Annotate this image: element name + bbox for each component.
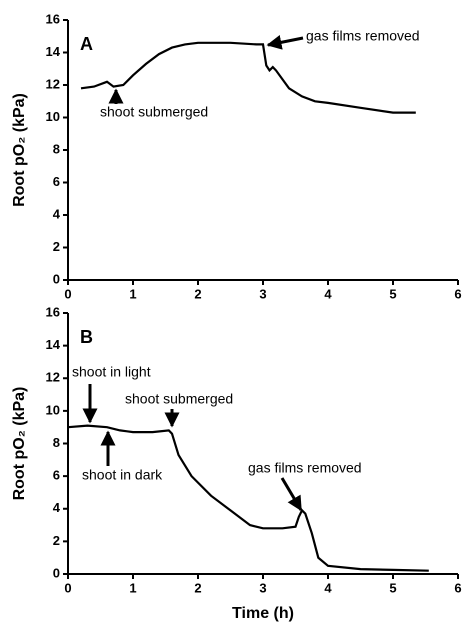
x-tick-label: 1 [129,286,136,301]
y-tick-label: 8 [53,435,60,450]
x-tick-label: 1 [129,580,136,595]
y-axis-label: Root pO₂ (kPa) [11,387,28,501]
panel-label: B [80,327,93,347]
x-tick-label: 0 [64,286,71,301]
annotation: shoot in light [72,364,151,380]
y-tick-label: 10 [46,109,60,124]
data-line [67,424,429,572]
annotation: gas films removed [306,28,420,44]
y-tick-label: 2 [53,239,60,254]
x-axis-label: Time (h) [232,605,294,622]
x-tick-label: 5 [389,580,396,595]
arrow [266,34,304,50]
annotation: gas films removed [248,460,362,476]
panel-label: A [80,34,93,54]
arrow [280,477,303,512]
y-tick-label: 10 [46,402,60,417]
y-tick-label: 8 [53,141,60,156]
annotation: shoot submerged [100,104,208,120]
x-tick-label: 3 [259,580,266,595]
y-axis-label: Root pO₂ (kPa) [11,93,28,207]
x-tick-label: 4 [324,580,332,595]
y-tick-label: 12 [46,76,60,91]
annotation: shoot in dark [82,467,163,483]
y-tick-label: 0 [53,565,60,580]
x-tick-label: 0 [64,580,71,595]
y-tick-label: 6 [53,174,60,189]
y-tick-label: 16 [46,11,60,26]
x-tick-label: 3 [259,286,266,301]
annotation: shoot submerged [125,391,233,407]
y-tick-label: 2 [53,533,60,548]
arrows [82,34,304,512]
y-tick-label: 14 [46,337,61,352]
x-tick-label: 6 [454,580,461,595]
x-tick-label: 4 [324,286,332,301]
x-tick-label: 6 [454,286,461,301]
y-tick-label: 6 [53,468,60,483]
y-tick-label: 4 [53,500,61,515]
y-tick-label: 14 [46,44,61,59]
y-tick-label: 4 [53,206,61,221]
y-tick-label: 16 [46,304,60,319]
x-tick-label: 5 [389,286,396,301]
x-tick-label: 2 [194,580,201,595]
data-line [80,41,416,114]
y-tick-label: 12 [46,370,60,385]
y-tick-label: 0 [53,271,60,286]
x-tick-label: 2 [194,286,201,301]
